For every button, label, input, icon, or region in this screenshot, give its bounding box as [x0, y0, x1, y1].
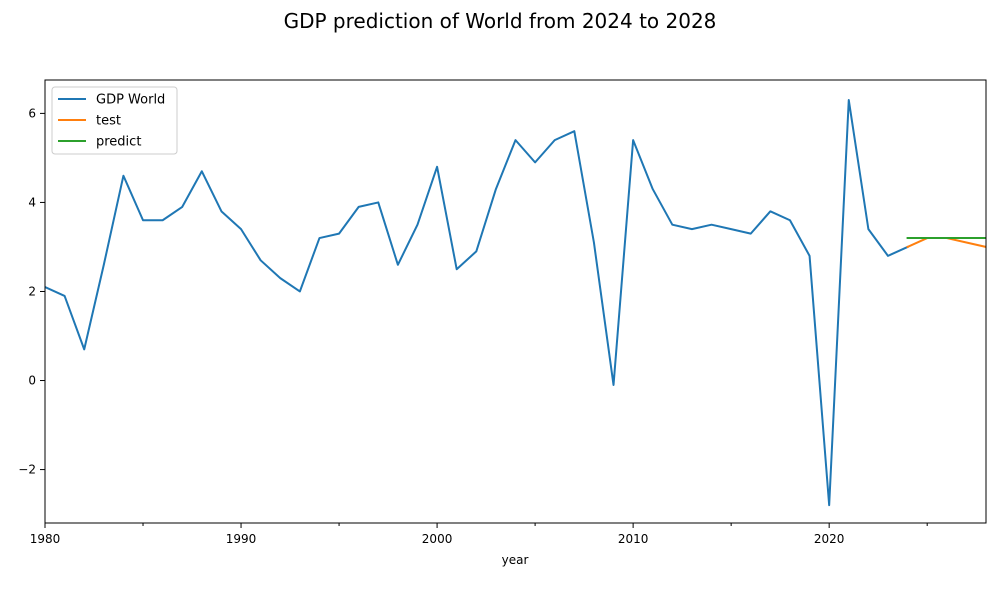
x-tick-label: 1990	[226, 532, 257, 546]
y-tick-label: 4	[28, 195, 36, 209]
x-tick-label: 2000	[422, 532, 453, 546]
plot-frame	[44, 79, 987, 524]
legend: GDP World test predict	[51, 86, 178, 155]
legend-label: GDP World	[96, 93, 165, 108]
legend-label: predict	[96, 135, 141, 150]
legend-label: test	[96, 114, 121, 129]
x-tick-label: 2020	[814, 532, 845, 546]
x-tick-label: 2010	[618, 532, 649, 546]
series-line-test	[906, 237, 986, 249]
x-tick-label: 1980	[30, 532, 61, 546]
y-tick-label: 0	[28, 374, 36, 388]
series-line-gdp-world	[45, 99, 909, 507]
legend-box	[51, 86, 178, 155]
x-axis-label: year	[502, 553, 529, 567]
y-tick-label: 2	[28, 284, 36, 298]
chart-title: GDP prediction of World from 2024 to 202…	[284, 9, 717, 33]
y-tick-label: −2	[18, 463, 36, 477]
y-tick-label: 6	[28, 106, 36, 120]
